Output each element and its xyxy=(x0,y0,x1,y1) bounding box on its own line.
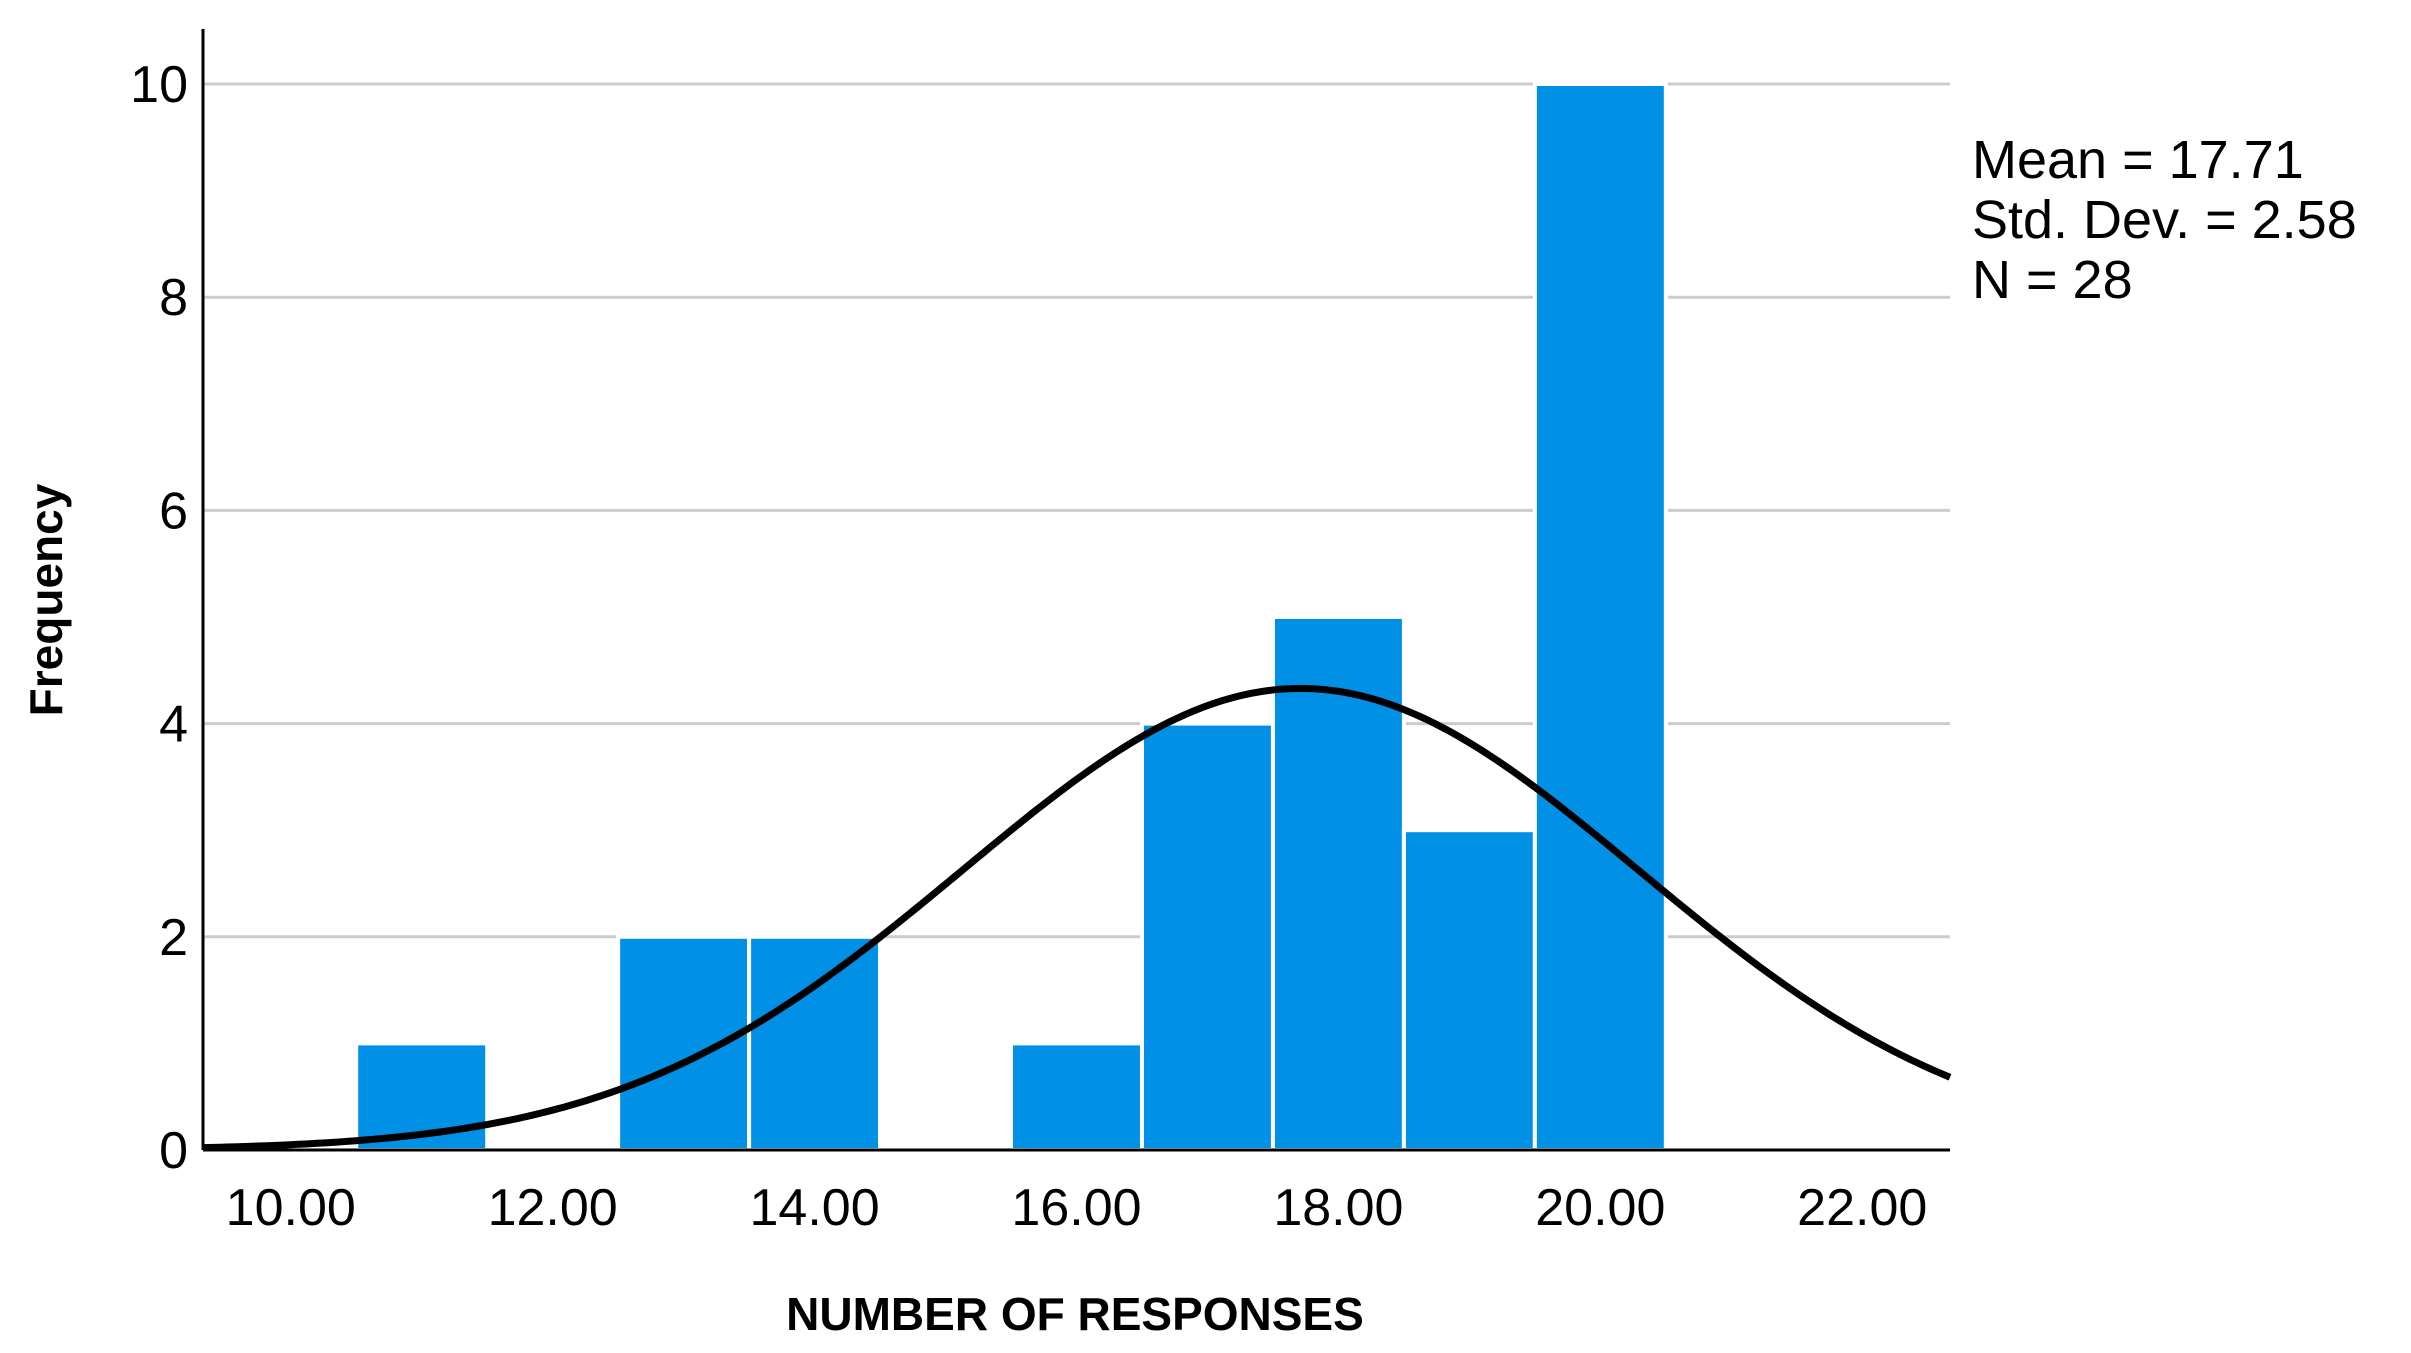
x-tick-label-14: 14.00 xyxy=(750,1179,880,1237)
stats-std-dev: Std. Dev. = 2.58 xyxy=(1972,190,2357,250)
normal-curve xyxy=(202,684,1952,1152)
x-tick-label-20: 20.00 xyxy=(1535,1179,1665,1237)
axes xyxy=(201,29,1950,1152)
x-tick-label-18: 18.00 xyxy=(1273,1179,1403,1237)
bar-14 xyxy=(747,934,883,1152)
x-tick-label-22: 22.00 xyxy=(1797,1179,1927,1237)
y-axis-title: Frequency xyxy=(20,483,72,716)
x-tick-label-16: 16.00 xyxy=(1011,1179,1141,1237)
y-tick-label-6: 6 xyxy=(159,482,188,540)
x-tick-label-12: 12.00 xyxy=(488,1179,618,1237)
y-tick-label-2: 2 xyxy=(159,909,188,967)
stats-box: Mean = 17.71 Std. Dev. = 2.58 N = 28 xyxy=(1972,130,2357,310)
bar-17 xyxy=(1139,721,1275,1152)
bar-18 xyxy=(1270,615,1406,1152)
normal-curve-layer xyxy=(202,684,1952,1152)
y-tick-label-8: 8 xyxy=(159,269,188,327)
y-tick-label-4: 4 xyxy=(159,696,188,754)
bar-19 xyxy=(1401,828,1537,1152)
grid-lines xyxy=(203,82,1950,939)
x-tick-label-10: 10.00 xyxy=(226,1179,356,1237)
stats-n: N = 28 xyxy=(1972,250,2133,310)
histogram-bars xyxy=(354,82,1668,1153)
bar-20 xyxy=(1532,82,1668,1152)
bar-16 xyxy=(1009,1041,1144,1153)
tick-labels: 0 2 4 6 8 10 10.00 12.00 14.00 16.00 18.00 20.00 22.… xyxy=(130,56,1927,1237)
y-tick-label-10: 10 xyxy=(130,56,188,114)
bar-13 xyxy=(616,934,752,1152)
stats-mean: Mean = 17.71 xyxy=(1972,130,2304,190)
x-axis-title: NUMBER OF RESPONSES xyxy=(786,1288,1364,1340)
y-tick-label-0: 0 xyxy=(159,1122,188,1180)
